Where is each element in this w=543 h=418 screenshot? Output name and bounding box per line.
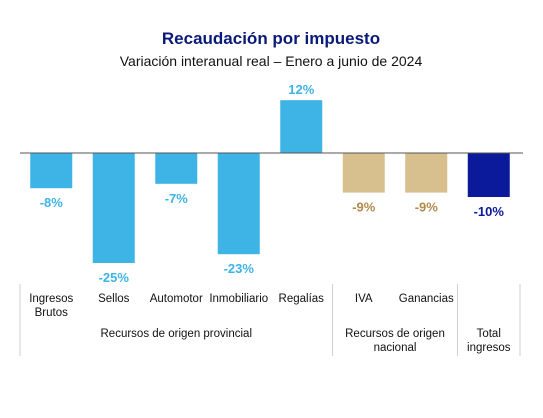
data-label: -9% <box>352 200 376 215</box>
bar <box>92 153 135 263</box>
bar <box>280 100 323 153</box>
group-label: Recursos de origen provincial <box>101 328 253 340</box>
category-label: IVA <box>355 293 373 305</box>
group-label: Total <box>477 328 501 340</box>
category-label: Inmobiliario <box>209 293 268 305</box>
chart-subtitle: Variación interanual real – Enero a juni… <box>120 53 423 69</box>
group-label: ingresos <box>467 342 511 354</box>
category-label: Ingresos <box>29 293 73 305</box>
category-label: Automotor <box>150 293 203 305</box>
data-label: -9% <box>415 200 439 215</box>
value-labels: -8% -25% -7% -23% 12% -9% -9% -10% <box>40 82 505 285</box>
bar <box>217 153 260 255</box>
group-label: nacional <box>374 342 417 354</box>
bar <box>30 153 73 189</box>
bar <box>342 153 385 193</box>
category-table: Ingresos Brutos Sellos Automotor Inmobiliari… <box>19 284 521 356</box>
data-label: -25% <box>99 270 130 285</box>
bar <box>467 153 510 197</box>
category-label: Sellos <box>98 293 130 305</box>
bar <box>155 153 198 184</box>
data-label: -23% <box>224 261 255 276</box>
data-label: -8% <box>40 195 64 210</box>
bar <box>405 153 448 193</box>
data-label: -10% <box>474 204 505 219</box>
category-label: Regalías <box>279 293 325 305</box>
category-label: Brutos <box>35 307 68 319</box>
data-label: -7% <box>165 191 189 206</box>
chart-title: Recaudación por impuesto <box>162 29 380 48</box>
data-label: 12% <box>288 82 314 97</box>
category-label: Ganancias <box>399 293 454 305</box>
bars <box>30 100 510 263</box>
group-label: Recursos de origen <box>345 328 445 340</box>
